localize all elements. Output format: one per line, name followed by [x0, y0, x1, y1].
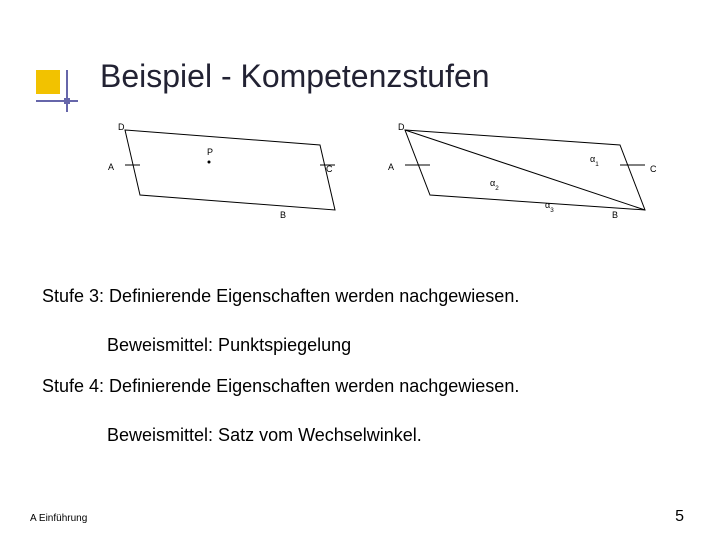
stufe3-text: Stufe 3: Definierende Eigenschaften werd…	[32, 260, 519, 357]
svg-text:A: A	[108, 162, 114, 172]
svg-text:B: B	[280, 210, 286, 220]
svg-text:B: B	[612, 210, 618, 220]
svg-text:P: P	[207, 147, 213, 157]
svg-text:α3: α3	[545, 200, 554, 214]
svg-text:α1: α1	[590, 154, 599, 168]
svg-text:α2: α2	[490, 178, 499, 192]
title-bullet-ornament	[36, 70, 78, 112]
stufe4-line2: Beweismittel: Satz vom Wechselwinkel.	[42, 425, 422, 445]
svg-text:C: C	[326, 164, 333, 174]
footer-left: A Einführung	[30, 513, 87, 524]
svg-text:A: A	[388, 162, 394, 172]
svg-text:C: C	[650, 164, 657, 174]
stufe4-line1: Stufe 4: Definierende Eigenschaften werd…	[42, 376, 519, 396]
page-title: Beispiel - Kompetenzstufen	[100, 58, 490, 95]
stufe4-text: Stufe 4: Definierende Eigenschaften werd…	[32, 350, 519, 447]
parallelogram-left: D A C B P	[100, 120, 340, 220]
page-number: 5	[675, 508, 684, 526]
svg-text:D: D	[398, 122, 405, 132]
stufe3-line1: Stufe 3: Definierende Eigenschaften werd…	[42, 286, 519, 306]
diagram-row: D A C B P D A C Bα1 α2 α3	[100, 120, 660, 240]
svg-text:D: D	[118, 122, 125, 132]
parallelogram-right: D A C Bα1 α2 α3	[380, 120, 660, 220]
